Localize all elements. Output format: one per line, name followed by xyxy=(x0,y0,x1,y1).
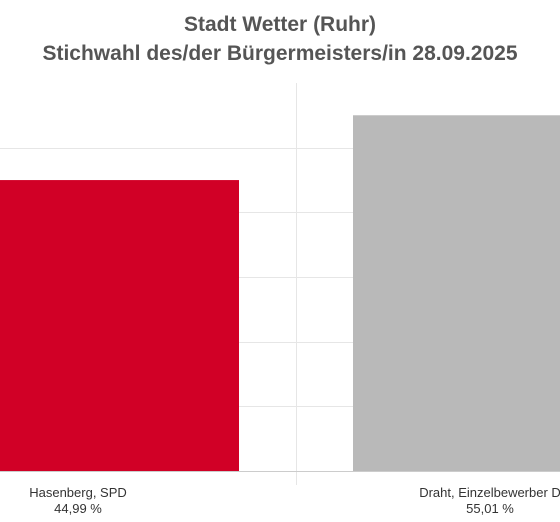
chart-subtitle: Stichwahl des/der Bürgermeisters/in 28.0… xyxy=(42,42,518,65)
category-label: Draht, Einzelbewerber D xyxy=(419,485,560,500)
value-label: 44,99 % xyxy=(54,501,102,516)
bar-1[interactable] xyxy=(353,115,560,471)
chart-title: Stadt Wetter (Ruhr) xyxy=(183,13,377,36)
value-label: 55,01 % xyxy=(466,501,514,516)
x-label-draht: Draht, Einzelbewerber D 55,01 % xyxy=(390,485,560,517)
bar-0[interactable] xyxy=(0,180,239,471)
category-label: Hasenberg, SPD xyxy=(29,485,127,500)
x-label-hasenberg: Hasenberg, SPD 44,99 % xyxy=(0,485,178,517)
